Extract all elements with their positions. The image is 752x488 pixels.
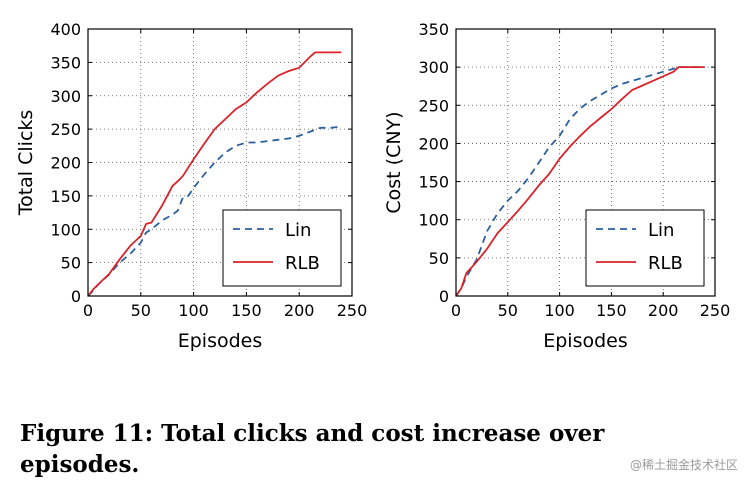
cost-chart: 0 50 100 150 200 250 0 50 100 150 200 250 300 350 Epis… [383,20,730,352]
total-clicks-chart: 0 50 100 150 200 250 0 50 100 150 200 250 300 350 400 E… [15,20,367,352]
clicks-series-rlb-line [87,51,342,297]
cost-x-axis-label: Episodes [543,330,628,352]
clicks-x-axis-label: Episodes [178,330,263,352]
clicks-y-tick-label: 100 [50,220,81,239]
cost-plot-frame [455,28,716,297]
cost-y-tick-label: 200 [418,134,449,153]
clicks-legend-box [222,209,342,287]
cost-legend: Lin RLB [585,209,705,287]
clicks-y-axis-label: Total Clicks [15,110,37,217]
figure-caption: Figure 11: Total clicks and cost increas… [20,418,735,480]
cost-series-lin-line [455,66,705,297]
cost-series-rlb-line [455,66,705,297]
cost-x-tick-label: 50 [498,301,518,320]
cost-y-tick-label: 50 [429,249,449,268]
cost-x-tick-label: 100 [544,301,575,320]
clicks-x-tick-label: 150 [231,301,262,320]
caption-line-1: Figure 11: Total clicks and cost increas… [20,420,605,447]
clicks-y-tick-label: 400 [50,20,81,39]
cost-legend-label-lin: Lin [648,220,674,241]
cost-y-tick-label: 250 [418,96,449,115]
cost-x-tick-label: 250 [700,301,731,320]
cost-x-tick-label: 0 [451,301,461,320]
cost-y-tick-label: 300 [418,58,449,77]
clicks-y-tick-label: 350 [50,53,81,72]
clicks-legend: Lin RLB [222,209,342,287]
cost-x-tick-label: 150 [596,301,627,320]
cost-legend-box [585,209,705,287]
clicks-x-tick-label: 0 [83,301,93,320]
cost-legend-label-rlb: RLB [648,253,683,274]
cost-y-axis-label: Cost (CNY) [383,111,405,213]
cost-y-tick-label: 350 [418,20,449,39]
clicks-y-tick-label: 300 [50,87,81,106]
clicks-y-tick-label: 200 [50,154,81,173]
clicks-x-tick-label: 250 [337,301,368,320]
caption-line-2: episodes. [20,451,140,478]
cost-y-tick-label: 150 [418,173,449,192]
cost-y-tick-label: 0 [439,287,449,306]
charts-container: 0 50 100 150 200 250 0 50 100 150 200 250 300 350 400 E… [15,20,730,352]
cost-x-tick-label: 200 [648,301,679,320]
watermark: @稀土掘金技术社区 [629,458,738,472]
clicks-y-tick-label: 150 [50,187,81,206]
clicks-y-tick-label: 250 [50,120,81,139]
clicks-plot-frame [87,28,353,297]
clicks-x-tick-label: 50 [131,301,151,320]
clicks-y-tick-label: 50 [61,254,81,273]
clicks-x-tick-label: 100 [178,301,209,320]
clicks-legend-label-rlb: RLB [285,253,320,274]
clicks-legend-label-lin: Lin [285,220,311,241]
clicks-x-tick-label: 200 [284,301,315,320]
clicks-y-tick-label: 0 [71,287,81,306]
cost-y-tick-label: 100 [418,211,449,230]
